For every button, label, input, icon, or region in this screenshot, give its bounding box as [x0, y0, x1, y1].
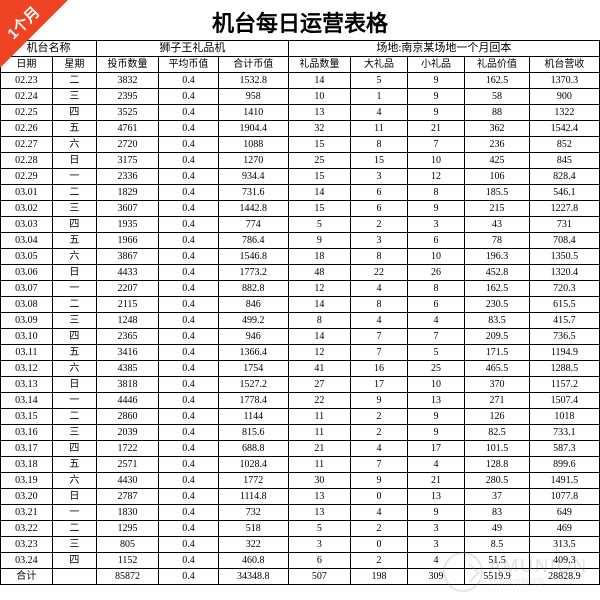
table-row: 03.07一22070.4882.81248162.5720.3: [1, 281, 600, 297]
table-row: 02.26五47610.41904.43211213621542.4: [1, 121, 600, 137]
col-1: 星期: [52, 57, 96, 73]
table-row: 03.08二21150.48461486230.5615.5: [1, 297, 600, 313]
table-row: 03.23三8050.43223038.5313.5: [1, 537, 600, 553]
table-row: 03.15二28600.4114411291261018: [1, 409, 600, 425]
col-9: 机台营收: [529, 57, 599, 73]
table-row: 03.21一18300.4732134983649: [1, 505, 600, 521]
table-row: 03.06日44330.41773.2482226452.81320.4: [1, 265, 600, 281]
table-row: 03.20日27870.41114.813013371077.8: [1, 489, 600, 505]
col-6: 大礼品: [350, 57, 407, 73]
table-row: 03.18五25710.41028.41174128.8899.6: [1, 457, 600, 473]
table-row: 02.25四35250.414101349881322: [1, 105, 600, 121]
table-row: 03.16三20390.4815.6112982.5733.1: [1, 425, 600, 441]
total-row: 合计858720.434348.85071983095519.928828.9: [1, 569, 600, 585]
col-5: 礼品数量: [288, 57, 350, 73]
table-row: 03.22二12950.451852349469: [1, 521, 600, 537]
table-row: 03.02三36070.41442.815692151227.8: [1, 201, 600, 217]
table-row: 03.04五19660.4786.493678708.4: [1, 233, 600, 249]
operations-table: 机台名称 狮子王礼品机 场地:南京某场地一个月回本 日期星期投币数量平均币值合计…: [0, 40, 600, 585]
table-row: 02.23二38320.41532.81459162.51370.3: [1, 73, 600, 89]
col-2: 投币数量: [96, 57, 158, 73]
table-row: 02.29一23360.4934.415312106828.4: [1, 169, 600, 185]
col-4: 合计币值: [218, 57, 288, 73]
table-row: 03.12六43850.41754411625465.51288.5: [1, 361, 600, 377]
page-title: 机台每日运营表格: [0, 0, 600, 40]
table-row: 03.11五34160.41366.41275171.51194.9: [1, 345, 600, 361]
col-7: 小礼品: [408, 57, 465, 73]
table-row: 03.14一44460.41778.4229132711507.4: [1, 393, 600, 409]
col-8: 礼品价值: [465, 57, 530, 73]
table-row: 02.28日31750.41270251510425845: [1, 153, 600, 169]
table-row: 03.13日38180.41527.22717103701157.2: [1, 377, 600, 393]
col-3: 平均币值: [159, 57, 219, 73]
table-row: 03.10四23650.49461477209.5736.5: [1, 329, 600, 345]
table-row: 03.09三12480.4499.284483.5415.7: [1, 313, 600, 329]
table-row: 03.24四11520.4460.862451.5409.3: [1, 553, 600, 569]
table-row: 03.17四17220.4688.821417101.5587.3: [1, 441, 600, 457]
table-row: 03.19六44300.4177230921280.51491.5: [1, 473, 600, 489]
hdr-product: 狮子王礼品机: [96, 41, 288, 57]
hdr-venue: 场地:南京某场地一个月回本: [288, 41, 599, 57]
table-row: 02.24三23950.4958101958900: [1, 89, 600, 105]
table-row: 02.27六27200.410881587236852: [1, 137, 600, 153]
table-row: 03.03四19350.477452343731: [1, 217, 600, 233]
table-row: 03.05六38670.41546.818810196.31350.5: [1, 249, 600, 265]
table-row: 03.01二18290.4731.61468185.5546.1: [1, 185, 600, 201]
